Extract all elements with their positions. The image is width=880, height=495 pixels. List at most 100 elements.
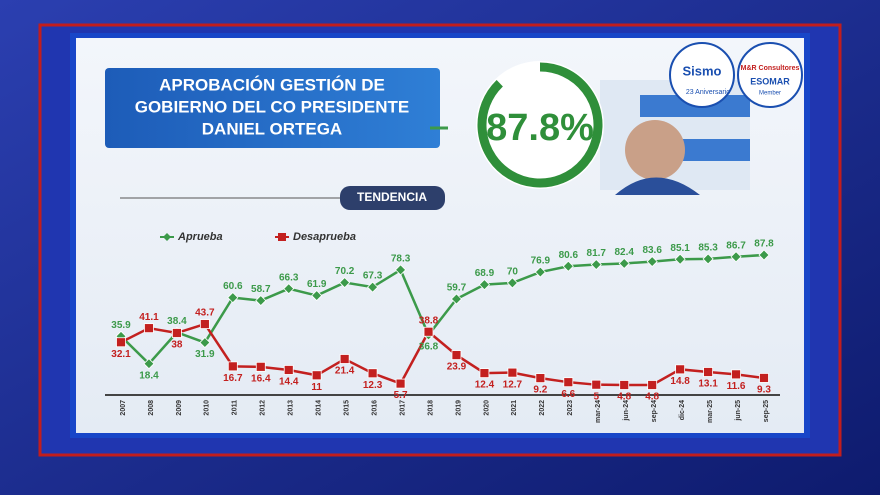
x-tick-label: 2015 <box>343 400 350 416</box>
value-label: 70 <box>507 267 519 278</box>
value-label: 82.4 <box>614 247 634 258</box>
point <box>283 365 294 375</box>
logo-caption: 23 Aniversario <box>686 89 730 96</box>
point <box>199 319 210 329</box>
point <box>395 378 406 389</box>
x-tick-label: 2018 <box>427 400 434 416</box>
value-label: 14.8 <box>670 376 690 387</box>
point <box>199 336 211 349</box>
point <box>311 290 323 302</box>
point <box>646 256 658 268</box>
value-label: 60.6 <box>223 281 243 292</box>
value-label: 58.7 <box>251 284 271 295</box>
value-label: 43.7 <box>195 308 215 319</box>
logo-sub: Member <box>759 91 781 97</box>
point <box>647 380 658 390</box>
headline-circle <box>476 61 604 189</box>
point <box>590 258 602 271</box>
point <box>758 249 770 261</box>
point <box>591 379 602 390</box>
point <box>562 260 574 272</box>
point <box>116 337 126 348</box>
point <box>703 367 713 377</box>
value-label: 67.3 <box>363 271 383 282</box>
point <box>674 253 686 265</box>
x-tick-label: jun-24 <box>623 400 630 422</box>
point <box>759 373 769 383</box>
x-tick-label: mar-24 <box>595 400 602 423</box>
x-tick-label: jun-25 <box>735 400 742 422</box>
value-label: 11 <box>311 382 322 393</box>
value-label: 36.8 <box>419 342 439 353</box>
point <box>506 277 518 289</box>
title: DANIEL ORTEGA <box>202 119 342 138</box>
portrait <box>615 177 700 195</box>
point <box>255 361 266 372</box>
value-label: 70.2 <box>335 266 355 277</box>
x-tick-label: sep-25 <box>763 400 770 422</box>
point <box>227 361 238 372</box>
value-label: 14.4 <box>279 377 299 388</box>
x-tick-label: 2013 <box>288 400 295 416</box>
value-label: 32.1 <box>111 349 131 360</box>
value-label: 38 <box>171 340 183 351</box>
logo-name: M&R Consultores <box>741 65 800 72</box>
value-label: 61.9 <box>307 279 327 290</box>
point <box>255 295 267 307</box>
point <box>534 266 546 278</box>
value-label: 9.2 <box>533 385 547 396</box>
x-tick-label: 2010 <box>204 400 211 416</box>
point <box>619 380 630 390</box>
legend-marker <box>163 233 171 241</box>
section-label: TENDENCIA <box>357 190 427 204</box>
point <box>367 368 378 379</box>
point <box>450 293 463 305</box>
point <box>423 326 434 337</box>
value-label: 86.7 <box>726 240 746 251</box>
x-tick-label: 2014 <box>316 400 323 416</box>
point <box>144 323 154 334</box>
title: APROBACIÓN GESTIÓN DE <box>159 75 385 94</box>
value-label: 59.7 <box>447 283 467 294</box>
value-label: 38.8 <box>419 315 439 326</box>
point <box>618 257 630 270</box>
point <box>227 292 239 304</box>
title: GOBIERNO DEL CO PRESIDENTE <box>135 97 410 116</box>
point <box>339 354 350 364</box>
logo <box>669 42 735 108</box>
value-label: 81.7 <box>587 248 607 259</box>
x-tick-label: 2019 <box>455 400 462 416</box>
x-tick-label: 2007 <box>120 400 127 416</box>
value-label: 66.3 <box>279 272 299 283</box>
point <box>339 277 351 289</box>
x-tick-label: 2023 <box>567 400 574 416</box>
point <box>535 373 546 384</box>
value-label: 85.3 <box>698 243 718 254</box>
value-label: 38.4 <box>167 316 187 327</box>
logo-name: Sismo <box>682 63 721 78</box>
value-label: 5.7 <box>394 390 408 401</box>
point <box>311 370 322 381</box>
value-label: 16.7 <box>223 373 243 384</box>
x-tick-label: 2021 <box>511 400 518 416</box>
x-tick-label: mar-25 <box>707 400 714 423</box>
x-tick-label: sep-24 <box>651 400 658 422</box>
point <box>283 283 295 295</box>
value-label: 76.9 <box>531 256 551 267</box>
value-label: 85.1 <box>670 243 690 254</box>
value-label: 13.1 <box>698 379 718 390</box>
value-label: 16.4 <box>251 373 271 384</box>
value-label: 87.8 <box>754 239 774 250</box>
logo <box>737 42 803 108</box>
headline-ring <box>477 62 603 188</box>
value-label: 12.4 <box>475 380 495 391</box>
point <box>675 364 686 375</box>
point <box>394 264 407 276</box>
value-label: 12.3 <box>363 380 383 391</box>
point <box>143 358 155 370</box>
value-label: 12.7 <box>503 379 523 390</box>
value-label: 4.8 <box>617 392 631 403</box>
legend-label: Aprueba <box>177 231 223 243</box>
